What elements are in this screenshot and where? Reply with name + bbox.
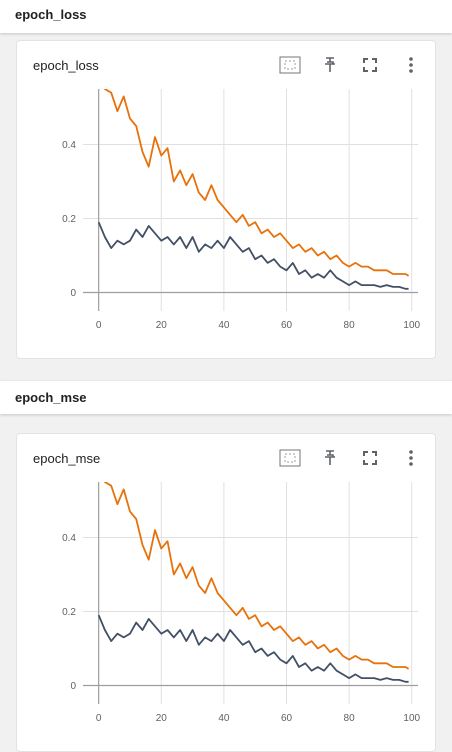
x-tick-label: 0 bbox=[96, 320, 102, 331]
x-tick-label: 60 bbox=[281, 713, 293, 724]
x-tick-label: 100 bbox=[403, 713, 420, 724]
y-tick-label: 0 bbox=[70, 288, 76, 299]
section-header-epoch-mse: epoch_mse bbox=[0, 381, 452, 414]
pin-button[interactable] bbox=[318, 53, 342, 77]
fit-domain-icon bbox=[279, 56, 301, 74]
y-tick-label: 0.4 bbox=[62, 533, 76, 544]
more-vert-icon bbox=[409, 57, 413, 73]
y-tick-label: 0 bbox=[70, 681, 76, 692]
fit-domain-button[interactable] bbox=[278, 53, 302, 77]
more-options-button[interactable] bbox=[399, 53, 423, 77]
card-title: epoch_mse bbox=[33, 451, 101, 466]
scalar-card-epoch-loss: epoch_loss 0 0.2 0.4 0 20 40 60 80 100 bbox=[16, 40, 436, 359]
x-tick-label: 100 bbox=[403, 320, 420, 331]
series-line-2 bbox=[97, 614, 409, 683]
pin-button[interactable] bbox=[318, 446, 342, 470]
x-tick-label: 20 bbox=[156, 320, 168, 331]
x-tick-label: 80 bbox=[344, 320, 356, 331]
section-title: epoch_loss bbox=[15, 7, 87, 22]
x-tick-label: 40 bbox=[218, 713, 230, 724]
section-title: epoch_mse bbox=[15, 390, 87, 405]
fullscreen-button[interactable] bbox=[358, 446, 382, 470]
scalar-card-epoch-mse: epoch_mse 0 0.2 0.4 0 20 40 60 80 100 bbox=[16, 433, 436, 752]
card-title: epoch_loss bbox=[33, 58, 99, 73]
fullscreen-icon bbox=[363, 451, 377, 465]
x-tick-label: 80 bbox=[344, 713, 356, 724]
fullscreen-button[interactable] bbox=[358, 53, 382, 77]
more-vert-icon bbox=[409, 450, 413, 466]
pin-icon bbox=[325, 57, 335, 72]
more-options-button[interactable] bbox=[399, 446, 423, 470]
pin-icon bbox=[325, 450, 335, 465]
x-tick-label: 60 bbox=[281, 320, 293, 331]
fit-domain-icon bbox=[279, 449, 301, 467]
x-tick-label: 20 bbox=[156, 713, 168, 724]
y-tick-label: 0.2 bbox=[62, 607, 76, 618]
x-tick-label: 0 bbox=[96, 713, 102, 724]
section-header-epoch-loss: epoch_loss bbox=[0, 0, 452, 33]
fullscreen-icon bbox=[363, 58, 377, 72]
chart-epoch-loss[interactable]: 0 0.2 0.4 0 20 40 60 80 100 bbox=[17, 41, 435, 358]
chart-epoch-mse[interactable]: 0 0.2 0.4 0 20 40 60 80 100 bbox=[17, 434, 435, 751]
y-tick-label: 0.4 bbox=[62, 140, 76, 151]
series-line-2 bbox=[97, 221, 409, 290]
fit-domain-button[interactable] bbox=[278, 446, 302, 470]
series-line-1 bbox=[103, 89, 410, 277]
y-tick-label: 0.2 bbox=[62, 214, 76, 225]
series-line-1 bbox=[103, 482, 410, 670]
x-tick-label: 40 bbox=[218, 320, 230, 331]
